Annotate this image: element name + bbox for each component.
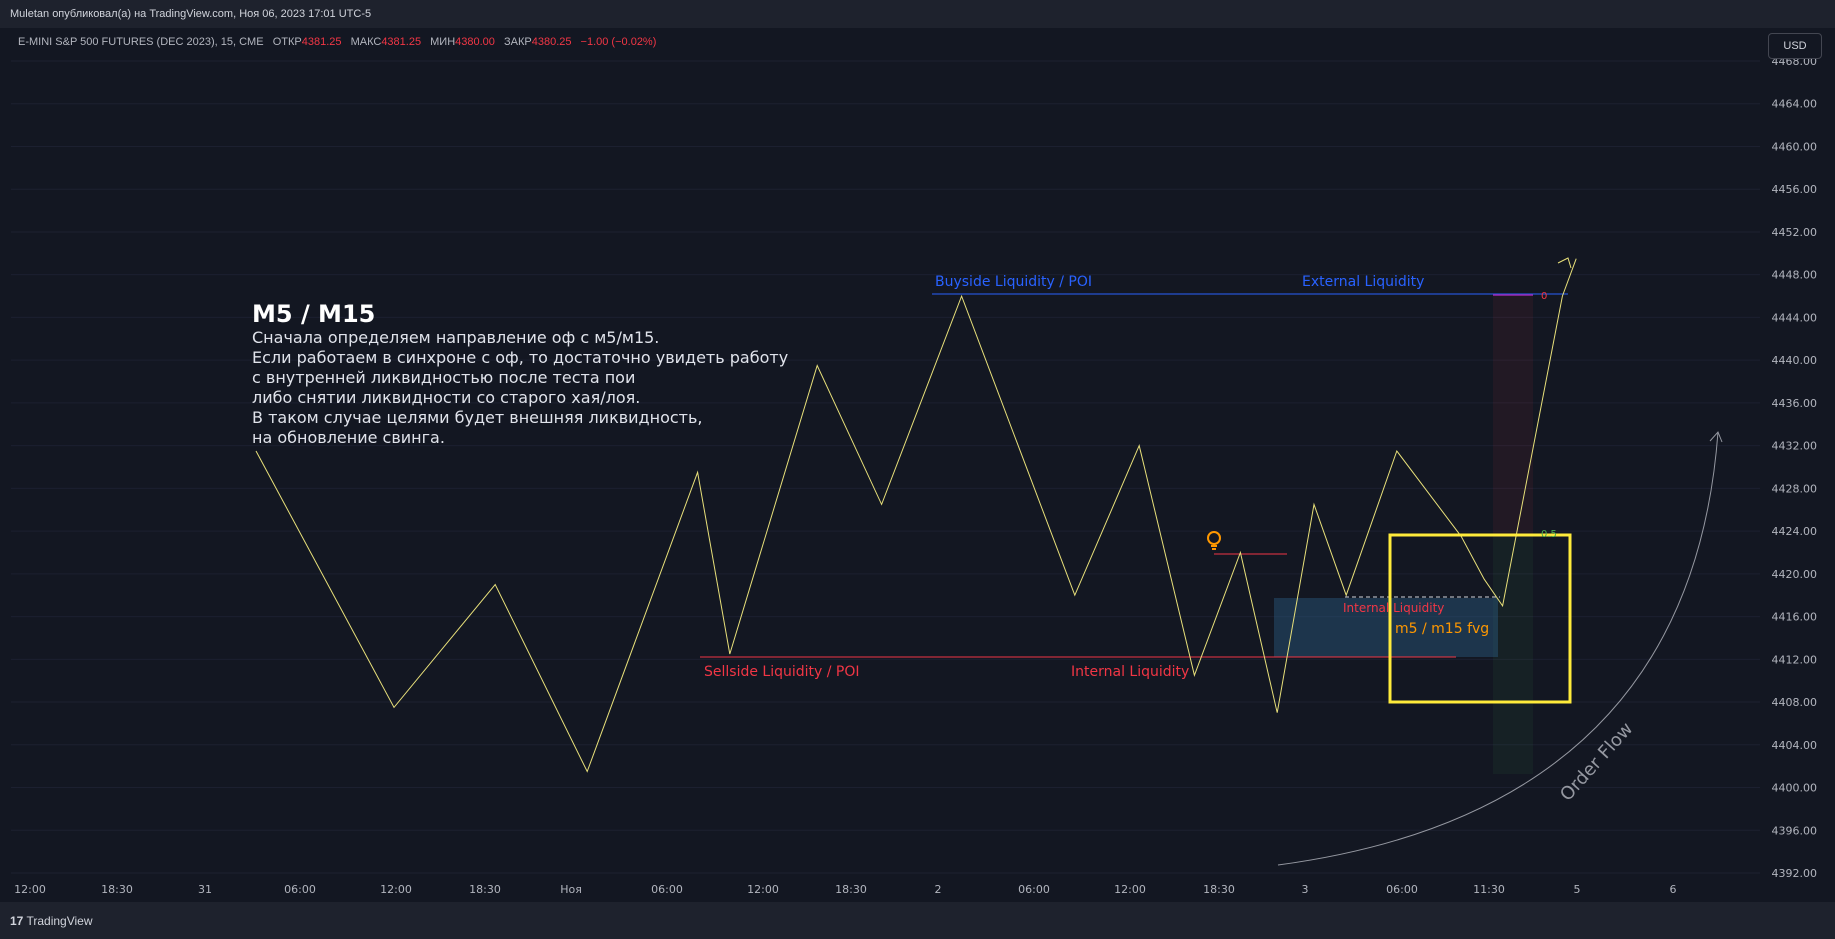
- time-tick-label: 18:30: [835, 883, 867, 896]
- internal-liquidity-label-2: Internal Liquidity: [1343, 601, 1444, 615]
- time-tick-label: 12:00: [747, 883, 779, 896]
- time-tick-label: Ноя: [560, 883, 582, 896]
- time-tick-label: 06:00: [651, 883, 683, 896]
- external-liquidity-label: External Liquidity: [1302, 274, 1424, 290]
- price-tick-label: 4416.00: [1772, 611, 1818, 624]
- fvg-box[interactable]: [1388, 533, 1572, 704]
- price-tick-label: 4408.00: [1772, 696, 1818, 709]
- symbol-name: E-MINI S&P 500 FUTURES (DEC 2023), 15, C…: [18, 36, 264, 48]
- sellside-liquidity-label: Sellside Liquidity / POI: [704, 664, 860, 680]
- open-label: ОТКР: [272, 36, 302, 48]
- symbol-info: E-MINI S&P 500 FUTURES (DEC 2023), 15, C…: [18, 36, 662, 48]
- published-bar: Muletan опубликовал(а) на TradingView.co…: [0, 0, 1835, 28]
- order-flow-label: Order Flow: [1556, 718, 1637, 805]
- price-tick-label: 4444.00: [1772, 311, 1818, 324]
- fvg-zone: [1274, 598, 1498, 657]
- annotation-line: на обновление свинга.: [252, 428, 445, 447]
- annotation-title: M5 / M15: [252, 300, 376, 328]
- price-tick-label: 4400.00: [1772, 782, 1818, 795]
- currency-button[interactable]: USD: [1768, 33, 1822, 59]
- price-tick-label: 4452.00: [1772, 226, 1818, 239]
- time-tick-label: 06:00: [1386, 883, 1418, 896]
- price-tick-label: 4432.00: [1772, 440, 1818, 453]
- high-value: 4381.25: [381, 36, 422, 48]
- price-tick-label: 4456.00: [1772, 183, 1818, 196]
- fib-0-label: 0: [1541, 291, 1547, 302]
- time-tick-label: 11:30: [1473, 883, 1505, 896]
- price-tick-label: 4404.00: [1772, 739, 1818, 752]
- time-tick-label: 12:00: [14, 883, 46, 896]
- annotation-line: Сначала определяем направление оф с м5/м…: [252, 328, 660, 347]
- price-tick-label: 4460.00: [1772, 140, 1818, 153]
- tv-icon: 17: [10, 914, 24, 928]
- price-tick-label: 4464.00: [1772, 98, 1818, 111]
- time-tick-label: 12:00: [1114, 883, 1146, 896]
- change-value: −1.00 (−0.02%): [580, 36, 657, 48]
- time-tick-label: 18:30: [469, 883, 501, 896]
- time-tick-label: 06:00: [284, 883, 316, 896]
- footer-bar: 17 TradingView: [0, 902, 1835, 939]
- time-tick-label: 18:30: [1203, 883, 1235, 896]
- annotation-line: В таком случае целями будет внешняя ликв…: [252, 408, 703, 427]
- price-tick-label: 4440.00: [1772, 354, 1818, 367]
- arrow-head: [1557, 257, 1572, 269]
- tradingview-logo[interactable]: 17 TradingView: [10, 914, 93, 928]
- price-tick-label: 4436.00: [1772, 397, 1818, 410]
- order-flow-arc: [1277, 431, 1719, 866]
- close-value: 4380.25: [531, 36, 572, 48]
- time-tick-label: 5: [1574, 883, 1581, 896]
- price-tick-label: 4412.00: [1772, 653, 1818, 666]
- fvg-label: m5 / m15 fvg: [1395, 621, 1489, 637]
- time-tick-label: 3: [1302, 883, 1309, 896]
- published-info: Muletan опубликовал(а) на TradingView.co…: [10, 8, 372, 20]
- annotation-text[interactable]: M5 / M15 Сначала определяем направление …: [252, 300, 788, 448]
- time-tick-label: 6: [1670, 883, 1677, 896]
- fib-green-zone: [1493, 537, 1533, 774]
- time-tick-label: 18:30: [101, 883, 133, 896]
- fib-05-label: 0.5: [1541, 529, 1557, 540]
- annotation-line: либо снятии ликвидности со старого хая/л…: [252, 388, 641, 407]
- high-label: МАКС: [350, 36, 382, 48]
- chart-area[interactable]: [11, 28, 1824, 902]
- time-tick-label: 12:00: [380, 883, 412, 896]
- lightbulb-icon[interactable]: [1207, 531, 1221, 550]
- price-tick-label: 4424.00: [1772, 525, 1818, 538]
- brand-name: TradingView: [26, 914, 93, 928]
- price-tick-label: 4420.00: [1772, 568, 1818, 581]
- open-value: 4381.25: [301, 36, 342, 48]
- fib-red-zone: [1493, 295, 1533, 537]
- price-tick-label: 4392.00: [1772, 867, 1818, 880]
- time-tick-label: 31: [198, 883, 212, 896]
- buyside-liquidity-label: Buyside Liquidity / POI: [935, 274, 1092, 290]
- internal-liquidity-label: Internal Liquidity: [1071, 664, 1189, 680]
- price-tick-label: 4448.00: [1772, 269, 1818, 282]
- annotation-line: с внутренней ликвидностью после теста по…: [252, 368, 636, 387]
- order-flow-arrowhead: [1709, 431, 1723, 443]
- low-value: 4380.00: [455, 36, 495, 48]
- price-tick-label: 4396.00: [1772, 824, 1818, 837]
- annotation-line: Если работаем в синхроне с оф, то достат…: [252, 348, 789, 367]
- time-tick-label: 2: [935, 883, 942, 896]
- time-tick-label: 06:00: [1018, 883, 1050, 896]
- price-line: [255, 258, 1577, 773]
- price-tick-label: 4428.00: [1772, 482, 1818, 495]
- close-label: ЗАКР: [503, 36, 532, 48]
- low-label: МИН: [430, 36, 456, 48]
